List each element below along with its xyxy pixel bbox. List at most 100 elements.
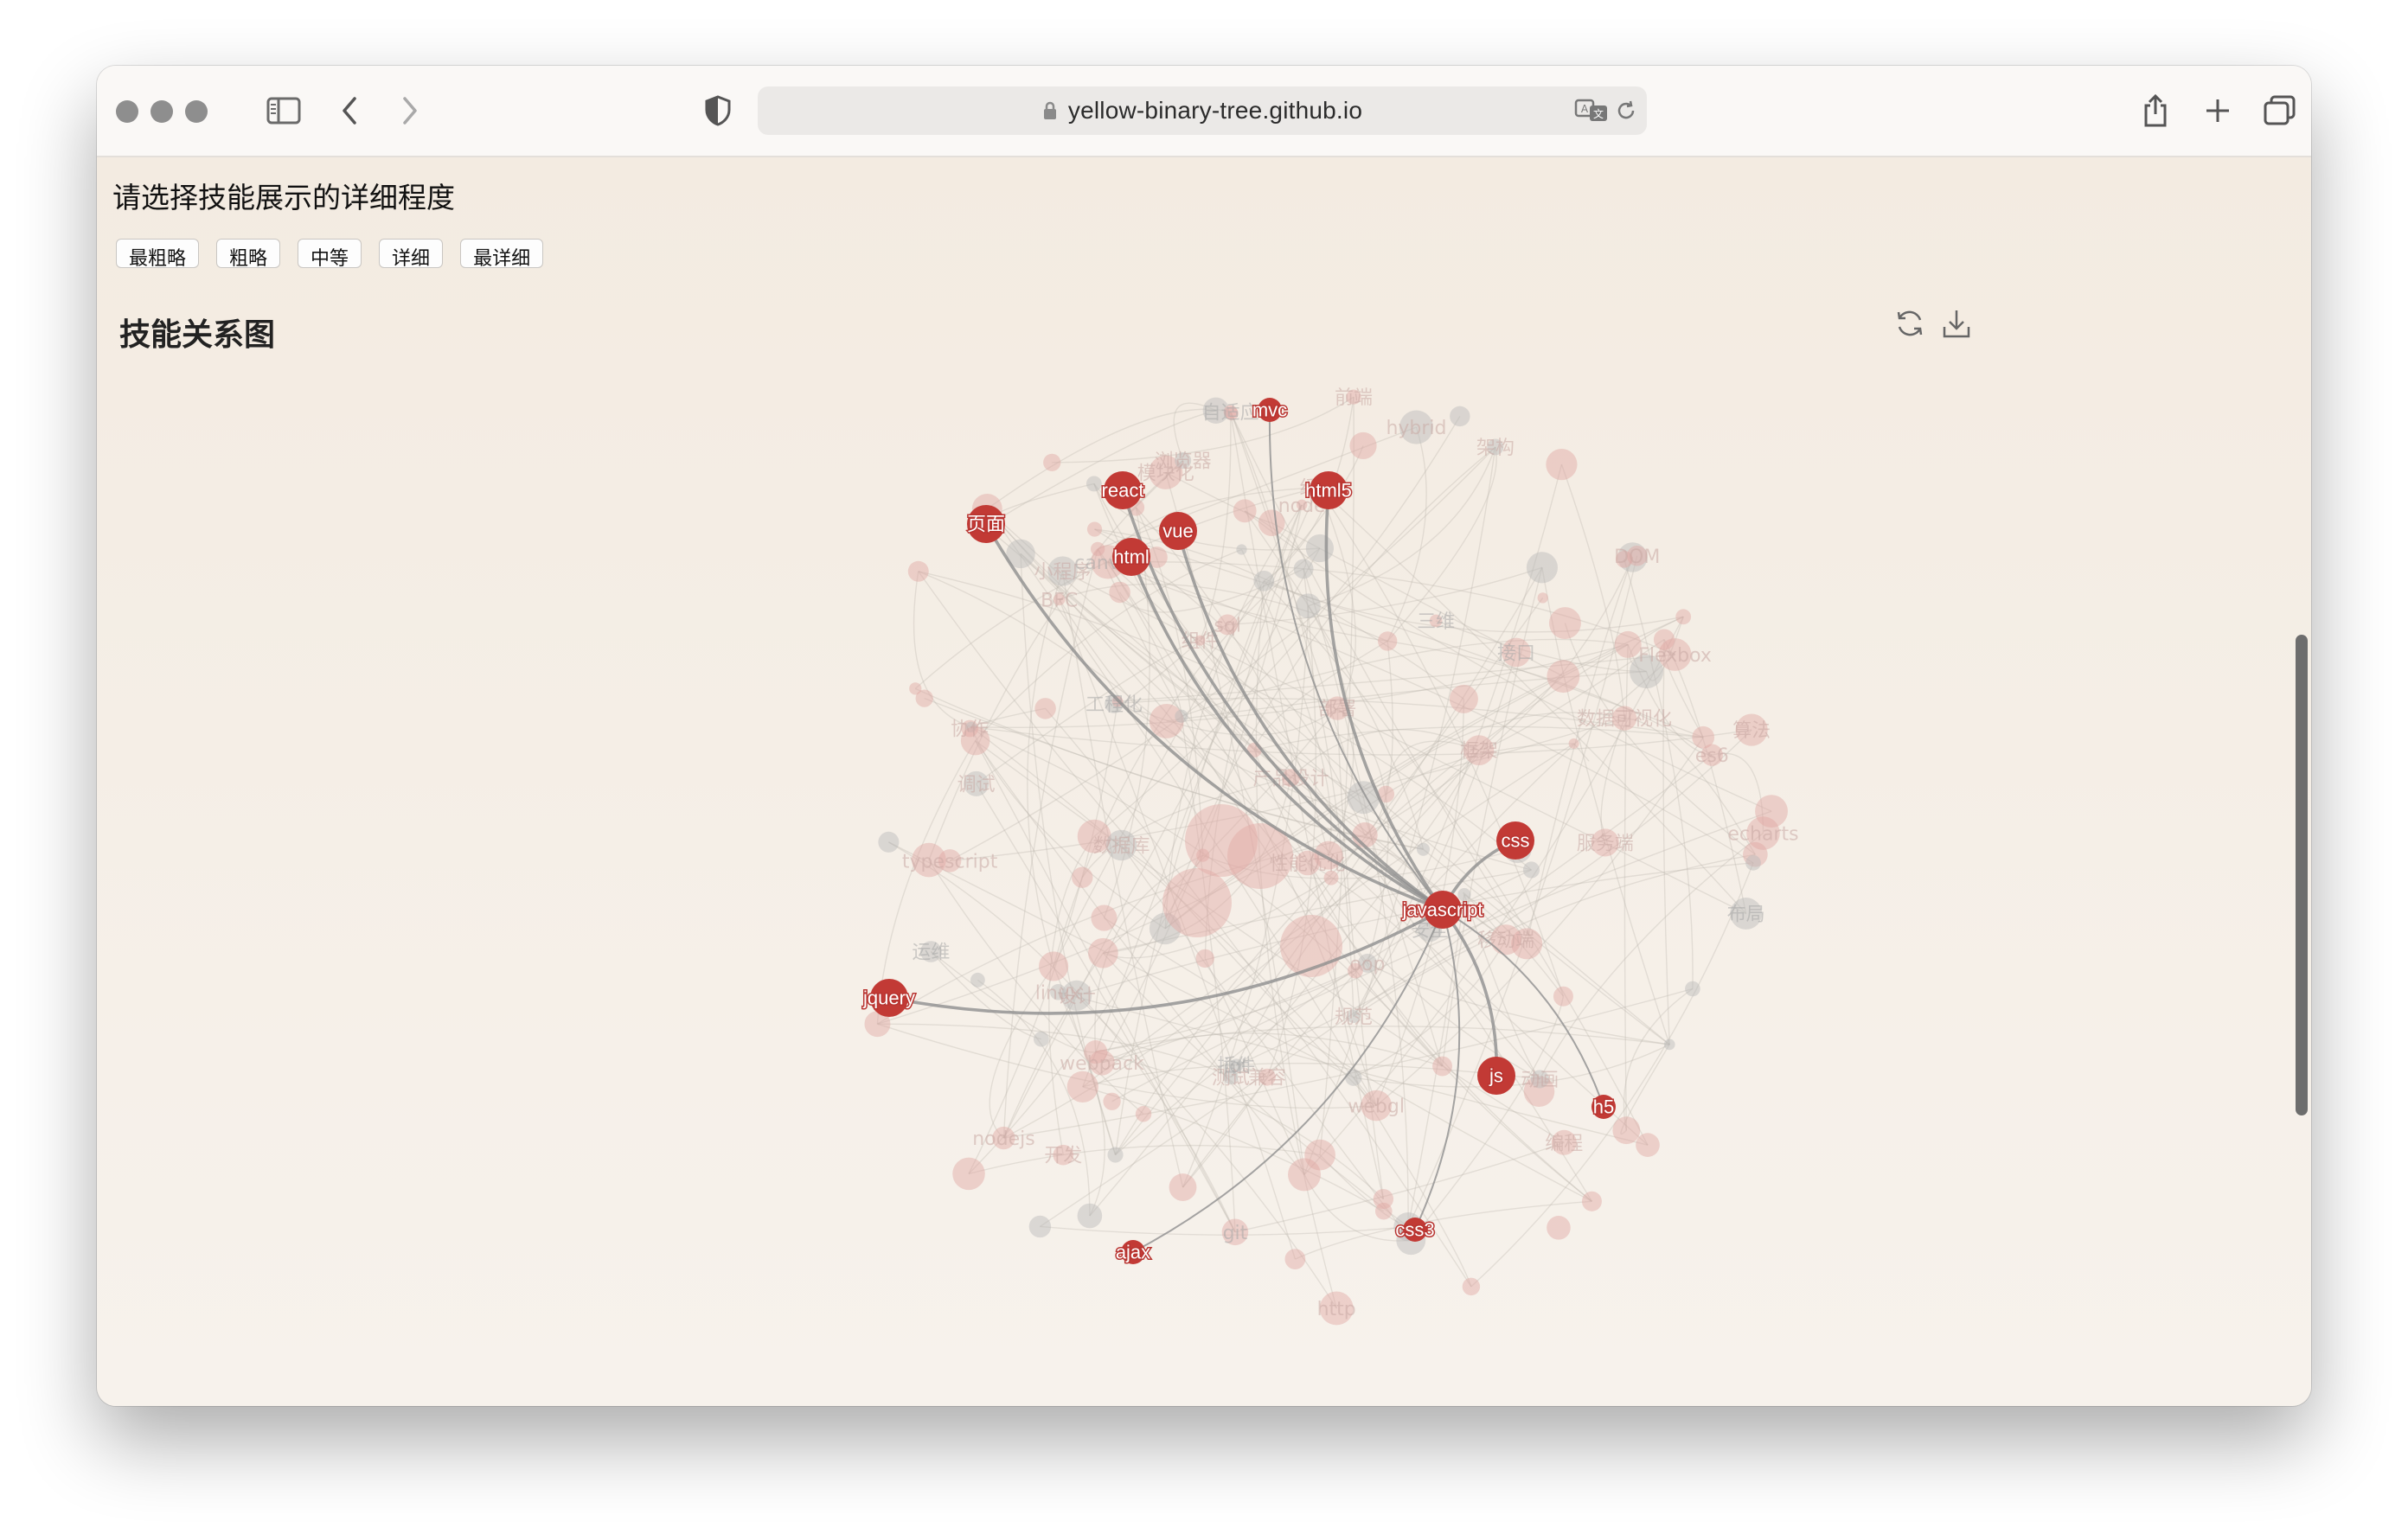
faded-edge	[1539, 832, 1764, 1080]
faded-edge	[1101, 504, 1303, 1064]
faded-node	[1653, 629, 1675, 650]
faded-edge	[1002, 952, 1104, 1139]
faded-edge	[1387, 426, 1427, 642]
faded-edge	[1053, 547, 1321, 967]
faded-edge	[1118, 568, 1304, 613]
faded-edge	[1094, 854, 1203, 1052]
faded-edge	[986, 508, 1291, 779]
faded-skill-label: 布局	[1727, 904, 1765, 925]
faded-node	[1061, 980, 1092, 1011]
edge-javascript-mvc	[1268, 409, 1444, 911]
skill-node-jquery[interactable]: jquery	[861, 979, 916, 1017]
skill-node-html[interactable]: html	[1112, 538, 1150, 576]
skill-node-ajax[interactable]: ajax	[1114, 1240, 1152, 1264]
skill-node-mvc[interactable]: mvc	[1251, 398, 1289, 422]
shield-icon[interactable]	[692, 85, 744, 137]
skill-node-label: css3	[1395, 1219, 1434, 1241]
faded-node	[1034, 698, 1056, 719]
faded-edge	[970, 726, 1166, 930]
faded-skill-label: 接口	[1497, 642, 1535, 664]
faded-edge	[1095, 970, 1356, 1053]
faded-edge	[1231, 412, 1444, 1067]
minimize-window-button[interactable]	[150, 100, 173, 123]
faded-edge	[1057, 991, 1105, 1217]
faded-edge	[1107, 561, 1670, 1045]
faded-skill-label: http	[1317, 1299, 1356, 1320]
reload-icon[interactable]	[1614, 99, 1638, 127]
skill-node-label: react	[1102, 480, 1144, 502]
faded-node	[1202, 397, 1229, 424]
skill-node-css3[interactable]: css3	[1394, 1218, 1436, 1242]
zoom-window-button[interactable]	[185, 100, 208, 123]
back-icon[interactable]	[323, 85, 375, 137]
faded-edge	[1107, 561, 1754, 864]
level-coarse-button[interactable]: 粗略	[216, 239, 281, 270]
level-most-detailed-button[interactable]: 最详细	[460, 239, 544, 270]
faded-node	[1293, 559, 1314, 579]
faded-edge	[1095, 1051, 1384, 1200]
skill-node-vue[interactable]: vue	[1159, 512, 1197, 550]
sidebar-icon[interactable]	[258, 85, 310, 137]
close-window-button[interactable]	[116, 100, 138, 123]
faded-node	[1626, 546, 1648, 566]
faded-edge	[975, 740, 1236, 1233]
skill-node-react[interactable]: react	[1100, 471, 1145, 509]
skill-node-page[interactable]: 页面	[965, 505, 1007, 543]
faded-node	[1077, 1203, 1103, 1229]
faded-node	[1630, 655, 1664, 689]
faded-edge	[1097, 548, 1377, 1106]
faded-edge	[877, 834, 1366, 1025]
faded-node	[1416, 842, 1431, 856]
faded-skill-label: es6	[1695, 745, 1729, 767]
faded-edge	[1059, 599, 1297, 1260]
download-icon[interactable]	[1937, 304, 1976, 342]
faded-edge	[1182, 1077, 1268, 1188]
restore-icon[interactable]	[1891, 304, 1929, 342]
faded-node	[1135, 1106, 1152, 1122]
level-coarsest-button[interactable]: 最粗略	[116, 239, 200, 270]
faded-skill-label: 调试	[957, 774, 996, 796]
page-scrollbar[interactable]	[2296, 635, 2308, 1115]
faded-edge	[1202, 848, 1518, 879]
faded-edge	[1362, 712, 1625, 798]
faded-node	[961, 719, 979, 738]
faded-edge	[1290, 729, 1480, 778]
faded-node	[1103, 1092, 1121, 1110]
level-medium-button[interactable]: 中等	[298, 239, 362, 270]
faded-edge	[1229, 412, 1385, 1199]
skill-node-javascript[interactable]: javascript	[1400, 891, 1484, 929]
faded-node	[1284, 1249, 1306, 1270]
faded-edge	[1095, 1026, 1670, 1053]
skill-node-html5[interactable]: html5	[1304, 471, 1353, 509]
faded-edge	[918, 571, 1532, 871]
skill-node-js[interactable]: js	[1477, 1057, 1515, 1095]
faded-node	[1224, 406, 1239, 421]
faded-node	[1053, 1144, 1074, 1166]
faded-edge	[1117, 654, 1675, 702]
skill-node-css[interactable]: css	[1496, 821, 1534, 860]
faded-edge	[975, 740, 1305, 1175]
faded-edge	[1101, 969, 1356, 1064]
tabs-overview-icon[interactable]	[2254, 85, 2306, 137]
skill-node-h5[interactable]: h5	[1591, 1095, 1616, 1119]
faded-node	[1084, 1040, 1108, 1064]
faded-edge	[1182, 605, 1310, 1188]
faded-node	[1700, 744, 1723, 766]
faded-node	[1043, 453, 1061, 471]
faded-edge	[1712, 752, 1764, 834]
faded-edge	[1102, 707, 1338, 954]
forward-icon[interactable]	[384, 85, 436, 137]
share-icon[interactable]	[2129, 85, 2181, 137]
faded-skill-label: 数据可视化	[1577, 709, 1672, 731]
faded-edge	[1204, 958, 1305, 1175]
level-detailed-button[interactable]: 详细	[379, 239, 444, 270]
faded-node	[1551, 1129, 1577, 1155]
skill-relationship-graph[interactable]: iotnodenodejsFlexbox小程序三维数据可视化协作webpack设…	[97, 157, 2311, 1406]
faded-edge	[1407, 894, 1465, 1227]
new-tab-icon[interactable]	[2192, 85, 2244, 137]
faded-node	[1221, 1218, 1249, 1246]
faded-node	[915, 689, 933, 707]
